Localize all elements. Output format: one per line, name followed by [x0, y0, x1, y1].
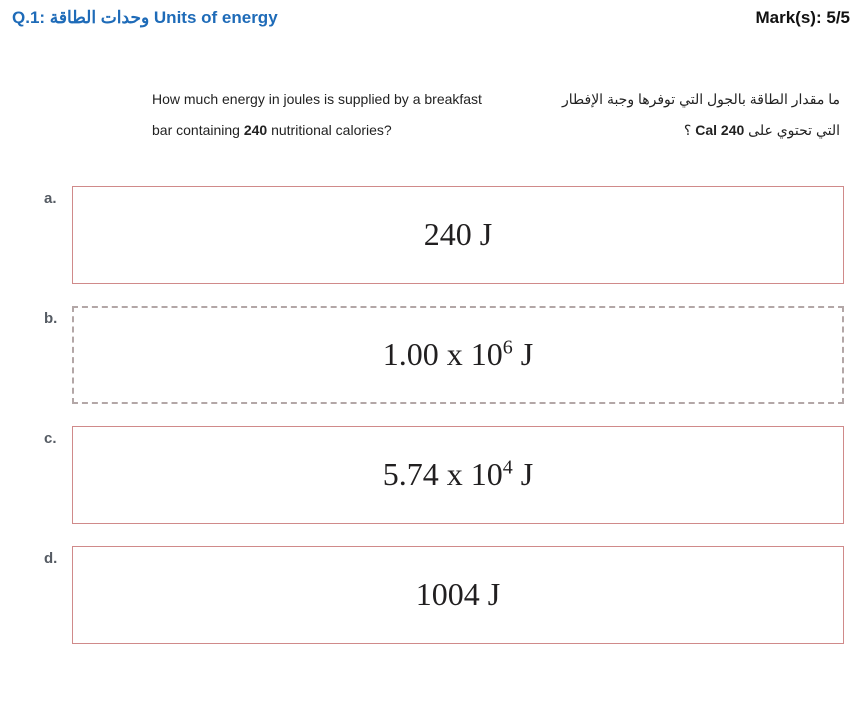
option-c-box[interactable]: 5.74 x 104 J	[72, 426, 844, 524]
question-title: Q.1: وحدات الطاقة Units of energy	[12, 8, 278, 28]
option-b-before: 1.00 x 10	[383, 336, 503, 372]
q-en-bold: 240	[244, 122, 267, 138]
q-ar-before: التي تحتوي على	[744, 122, 840, 138]
marks-label: Mark(s):	[756, 8, 822, 27]
q-title-en: Units of energy	[154, 8, 278, 27]
option-b-sup: 6	[503, 336, 513, 358]
option-a-text: 240 J	[424, 216, 492, 253]
question-text-row: How much energy in joules is supplied by…	[12, 84, 850, 146]
option-c-label: c.	[44, 426, 72, 447]
option-a-box[interactable]: 240 J	[72, 186, 844, 284]
q-en-before: bar containing	[152, 122, 244, 138]
q-en-line1: How much energy in joules is supplied by…	[152, 84, 482, 115]
option-d-text: 1004 J	[416, 576, 500, 613]
option-b-after: J	[513, 336, 533, 372]
q-ar-line1: ما مقدار الطاقة بالجول التي توفرها وجبة …	[562, 84, 840, 115]
option-a-row[interactable]: a. 240 J	[44, 186, 844, 284]
option-c-row[interactable]: c. 5.74 x 104 J	[44, 426, 844, 524]
q-ar-bold: 240 Cal	[695, 122, 744, 138]
option-b-row[interactable]: b. 1.00 x 106 J	[44, 306, 844, 404]
marks-value: 5/5	[826, 8, 850, 27]
q-ar-line2: التي تحتوي على 240 Cal ؟	[562, 115, 840, 146]
q-en-line2: bar containing 240 nutritional calories?	[152, 115, 482, 146]
option-d-label: d.	[44, 546, 72, 567]
option-b-text: 1.00 x 106 J	[383, 336, 533, 373]
option-c-text: 5.74 x 104 J	[383, 456, 533, 493]
option-a-label: a.	[44, 186, 72, 207]
question-arabic: ما مقدار الطاقة بالجول التي توفرها وجبة …	[562, 84, 840, 146]
q-number: Q.1:	[12, 8, 45, 27]
option-c-after: J	[513, 456, 533, 492]
option-c-before: 5.74 x 10	[383, 456, 503, 492]
option-c-sup: 4	[503, 456, 513, 478]
option-d-row[interactable]: d. 1004 J	[44, 546, 844, 644]
options-list: a. 240 J b. 1.00 x 106 J c. 5.74 x 104 J…	[12, 186, 850, 644]
option-d-box[interactable]: 1004 J	[72, 546, 844, 644]
question-english: How much energy in joules is supplied by…	[152, 84, 482, 146]
q-ar-after: ؟	[684, 122, 695, 138]
q-title-ar: وحدات الطاقة	[50, 8, 149, 27]
option-b-box[interactable]: 1.00 x 106 J	[72, 306, 844, 404]
marks: Mark(s): 5/5	[756, 8, 851, 28]
q-en-after: nutritional calories?	[267, 122, 392, 138]
question-header: Q.1: وحدات الطاقة Units of energy Mark(s…	[12, 8, 850, 28]
option-b-label: b.	[44, 306, 72, 327]
